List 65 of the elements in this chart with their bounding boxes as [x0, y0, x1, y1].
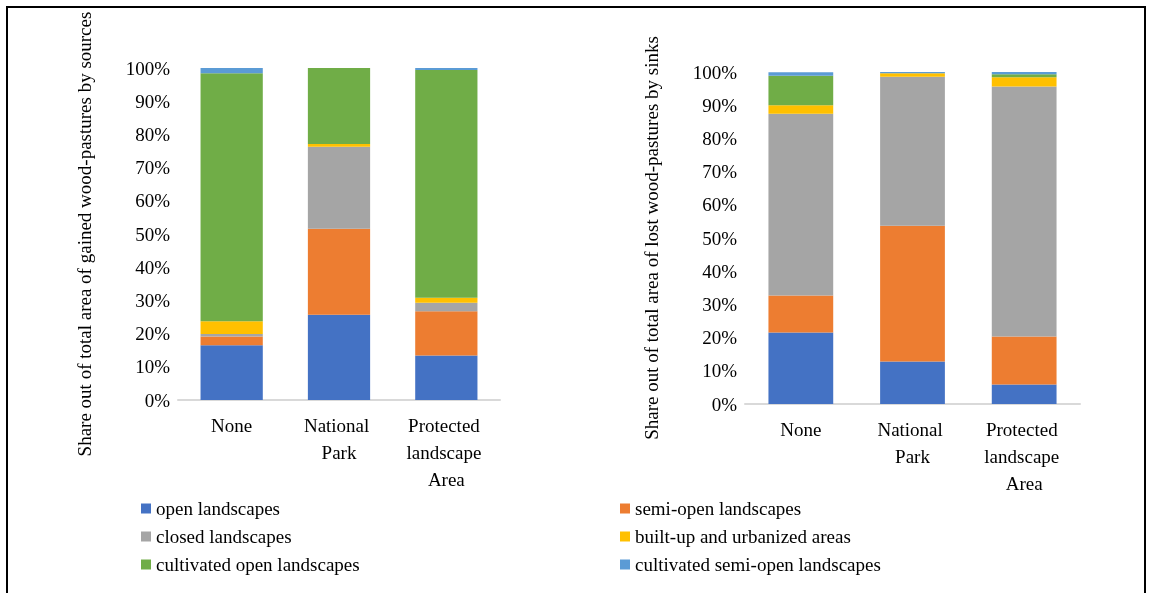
- bar: [991, 77, 1057, 87]
- bar: [200, 345, 263, 400]
- y-tick-label: 80%: [702, 127, 738, 149]
- bar: [307, 314, 371, 400]
- y-tick-label: 30%: [135, 289, 171, 311]
- y-tick-label: 100%: [692, 61, 738, 83]
- x-tick-label: National Park: [303, 415, 375, 463]
- y-tick-label: 0%: [144, 389, 171, 411]
- y-tick-label: 40%: [702, 260, 738, 282]
- bar: [200, 73, 263, 322]
- y-tick-label: 60%: [135, 190, 171, 212]
- x-tick-label: None: [780, 419, 822, 440]
- bar: [200, 68, 263, 74]
- x-tick-label: Protected landscape Area: [984, 419, 1064, 494]
- legend-label: built-up and urbanized areas: [635, 526, 851, 547]
- y-tick-label: 90%: [135, 90, 171, 112]
- x-tick-label: None: [211, 415, 253, 436]
- y-tick-label: 70%: [702, 161, 738, 183]
- bar: [768, 75, 834, 106]
- legend-label: cultivated semi-open landscapes: [635, 554, 881, 575]
- y-tick-label: 30%: [702, 293, 738, 315]
- bar: [880, 225, 945, 362]
- legend-label: cultivated open landscapes: [156, 554, 360, 575]
- bar: [307, 146, 371, 229]
- bar: [415, 311, 478, 356]
- bar: [307, 228, 371, 315]
- legend-label: closed landscapes: [156, 526, 292, 547]
- y-tick-label: 20%: [135, 323, 171, 345]
- y-axis-title: Share out of total area of gained wood-pastures by sources: [73, 11, 95, 457]
- bar: [991, 336, 1057, 385]
- bar: [768, 113, 834, 296]
- bar: [991, 86, 1057, 337]
- legend-label: open landscapes: [156, 498, 280, 519]
- bar: [415, 69, 478, 298]
- y-tick-label: 10%: [702, 360, 738, 382]
- y-tick-label: 10%: [135, 356, 171, 378]
- bar: [200, 333, 263, 337]
- y-tick-label: 90%: [702, 94, 738, 116]
- bar: [880, 361, 945, 404]
- bar: [307, 144, 371, 147]
- bar: [415, 302, 478, 312]
- y-tick-label: 50%: [135, 223, 171, 245]
- x-tick-label: National Park: [877, 419, 948, 467]
- x-tick-label: Protected landscape Area: [406, 415, 487, 490]
- bar: [415, 297, 478, 303]
- y-tick-label: 0%: [711, 393, 738, 415]
- y-tick-label: 40%: [135, 256, 171, 278]
- y-axis-title: Share out of total area of lost wood-pastures by sinks: [640, 36, 662, 440]
- y-tick-label: 100%: [125, 57, 171, 79]
- bar: [200, 336, 263, 346]
- bar: [991, 384, 1057, 404]
- y-tick-label: 70%: [135, 157, 171, 179]
- bar: [768, 332, 834, 404]
- bar: [200, 321, 263, 334]
- bar: [768, 105, 834, 114]
- legend-label: semi-open landscapes: [635, 498, 802, 519]
- bar: [768, 72, 834, 76]
- y-tick-label: 60%: [702, 194, 738, 216]
- bar: [307, 68, 371, 145]
- bar: [880, 76, 945, 226]
- bar: [415, 355, 478, 400]
- y-tick-label: 80%: [135, 123, 171, 145]
- y-tick-label: 50%: [702, 227, 738, 249]
- y-tick-label: 20%: [702, 327, 738, 349]
- bar: [768, 295, 834, 333]
